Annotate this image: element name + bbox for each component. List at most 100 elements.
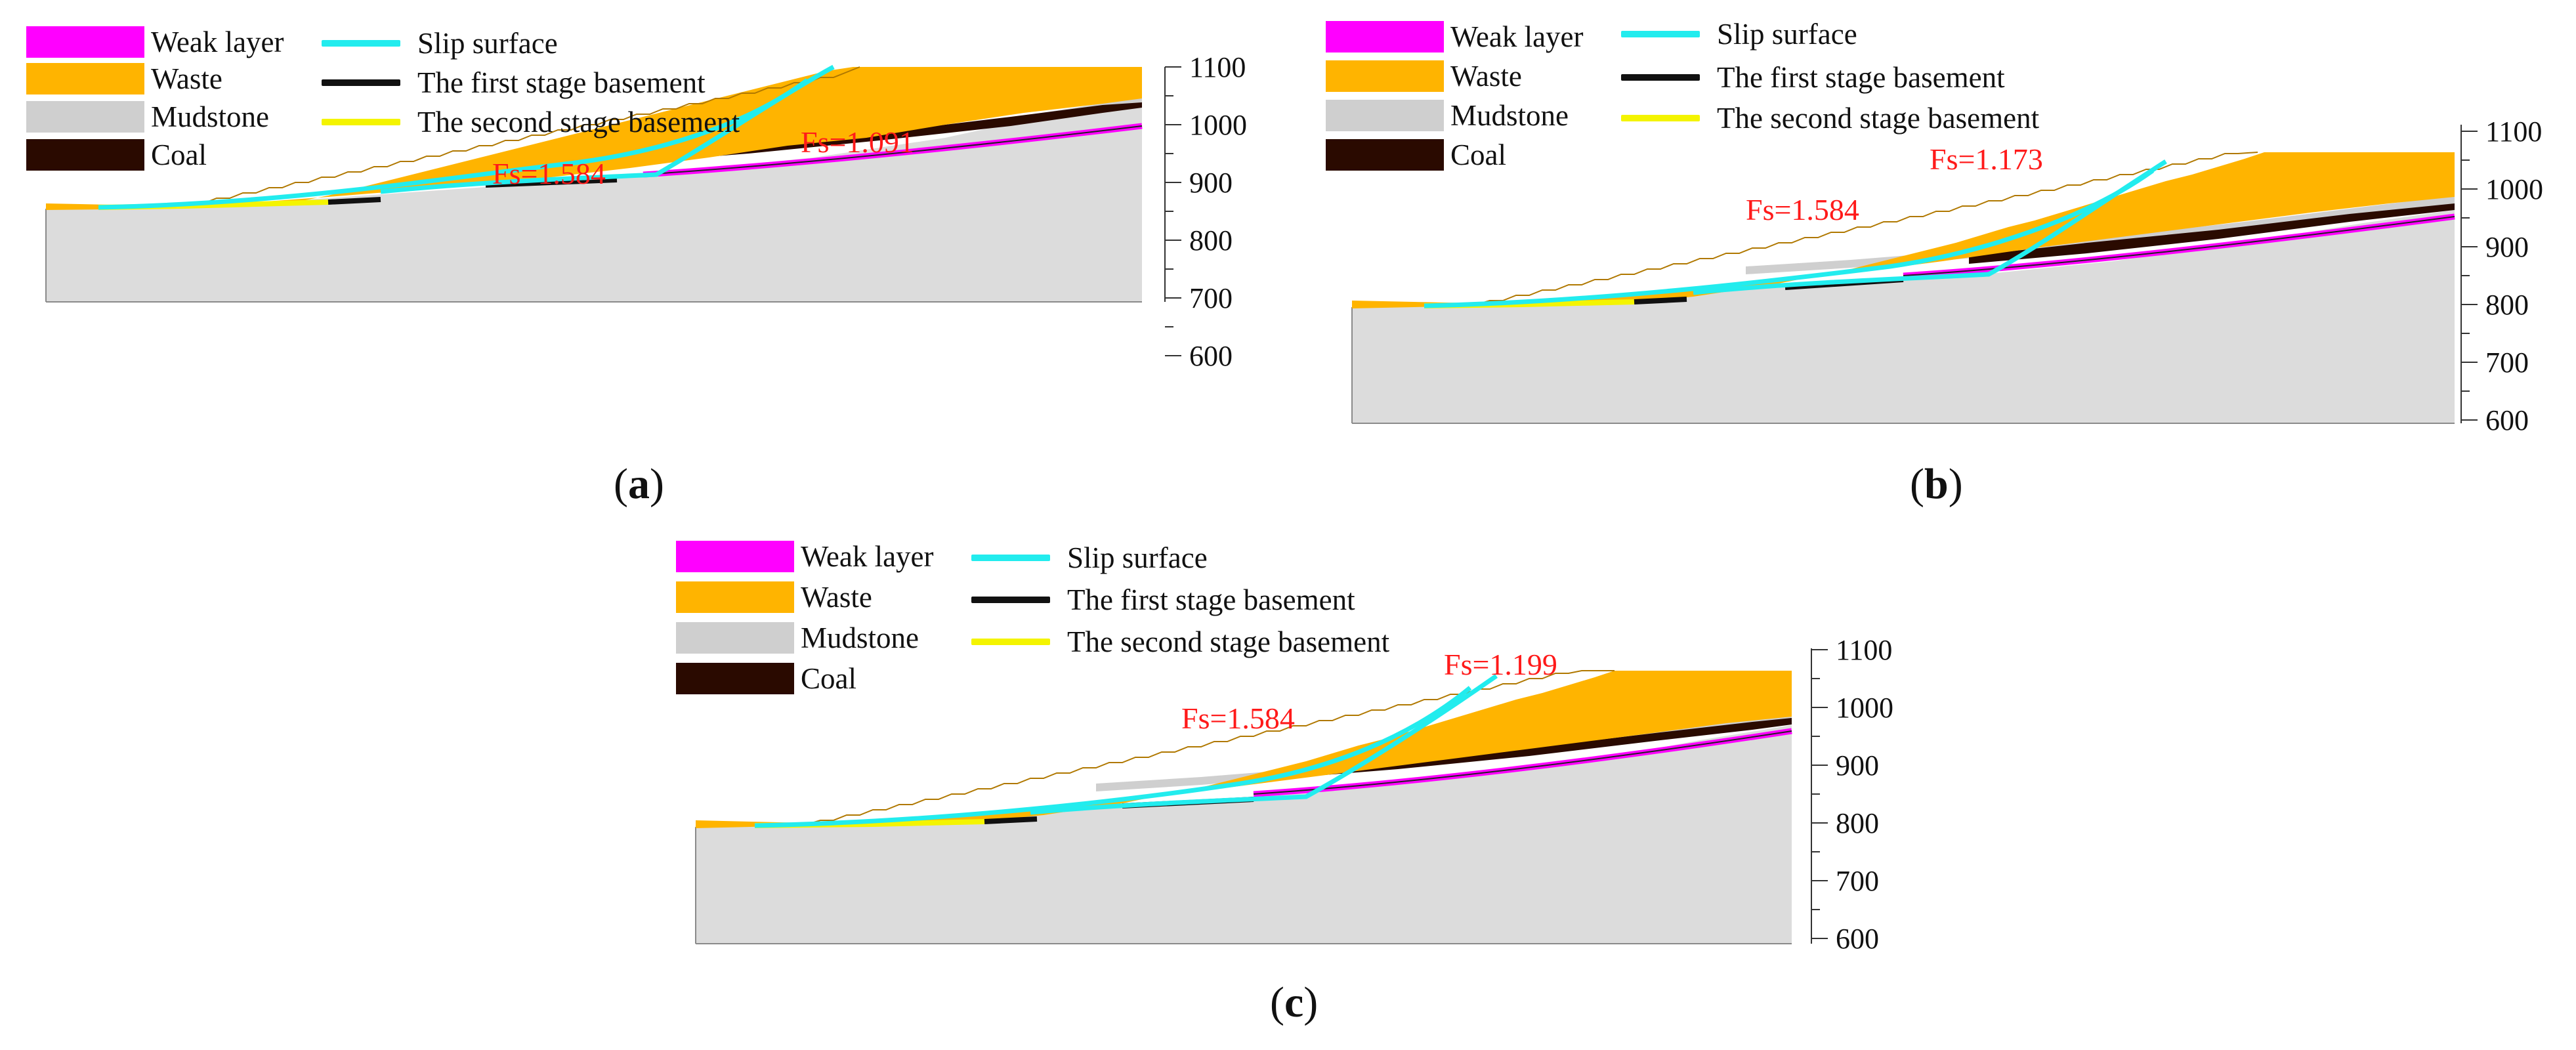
tick-label-600: 600 bbox=[1189, 340, 1233, 372]
legend-b: Weak layer Waste Mudstone Coal Slip surf… bbox=[1326, 17, 2192, 177]
legend-coal: Coal bbox=[676, 662, 856, 696]
bench-steps bbox=[177, 66, 860, 208]
tick-label-900: 900 bbox=[1836, 749, 1879, 782]
panel-a: 1100 1000 900 800 700 600 Fs=1.584 Fs=1.… bbox=[26, 13, 1247, 499]
legend-label: Coal bbox=[151, 138, 207, 171]
legend-label: Weak layer bbox=[1450, 20, 1584, 53]
first-basement-swatch bbox=[971, 597, 1050, 603]
slip-surface-swatch bbox=[1621, 31, 1700, 37]
legend-label: Coal bbox=[1450, 138, 1506, 171]
axis-ticks bbox=[1811, 649, 1828, 939]
coal-swatch bbox=[26, 139, 144, 171]
legend-c: Weak layer Waste Mudstone Coal Slip surf… bbox=[676, 539, 1542, 697]
caption-open: ( bbox=[1910, 460, 1924, 508]
tick-label-1000: 1000 bbox=[1189, 109, 1247, 141]
slip-surface-lower bbox=[754, 686, 1472, 828]
slope-section-c: 1100 1000 900 800 700 600 Fs=1.584 Fs=1.… bbox=[695, 634, 1893, 955]
waste-dump bbox=[1477, 152, 2455, 304]
tick-label-1000: 1000 bbox=[1836, 692, 1893, 724]
fs-label-lower: Fs=1.584 bbox=[1181, 702, 1295, 735]
legend-label: The first stage basement bbox=[417, 66, 706, 99]
weak-layer-outline bbox=[1903, 216, 2455, 276]
tick-label-1100: 1100 bbox=[1189, 51, 1246, 83]
tick-label-600: 600 bbox=[2485, 404, 2529, 436]
caption-open: ( bbox=[1270, 978, 1284, 1026]
slip-surface-upper bbox=[1030, 674, 1498, 815]
legend-slip-surface: Slip surface bbox=[322, 26, 558, 60]
coal-swatch bbox=[1326, 139, 1444, 171]
legend-label: The first stage basement bbox=[1067, 583, 1355, 616]
mudstone-bedrock bbox=[1352, 210, 2455, 423]
legend-second-basement: The second stage basement bbox=[971, 625, 1389, 659]
legend-label: Mudstone bbox=[1450, 99, 1569, 132]
tick-label-900: 900 bbox=[1189, 167, 1233, 199]
first-stage-basement bbox=[327, 177, 618, 205]
caption-letter: c bbox=[1284, 978, 1304, 1026]
legend-first-basement: The first stage basement bbox=[971, 583, 1355, 617]
caption-b: (b) bbox=[1910, 459, 1963, 509]
second-basement-swatch bbox=[971, 639, 1050, 645]
fs-label-upper: Fs=1.091 bbox=[801, 125, 914, 159]
waste-swatch bbox=[1326, 60, 1444, 92]
legend-coal: Coal bbox=[1326, 138, 1506, 172]
tick-label-800: 800 bbox=[2485, 289, 2529, 321]
weak-layer-swatch bbox=[1326, 21, 1444, 52]
caption-letter: b bbox=[1924, 460, 1949, 508]
legend-label: Weak layer bbox=[151, 26, 284, 58]
legend-label: Slip surface bbox=[1067, 541, 1208, 574]
legend-label: Coal bbox=[801, 662, 856, 695]
tick-label-1000: 1000 bbox=[2485, 173, 2543, 205]
caption-open: ( bbox=[614, 460, 628, 508]
tick-label-900: 900 bbox=[2485, 231, 2529, 263]
legend-waste: Waste bbox=[1326, 59, 1522, 93]
legend-second-basement: The second stage basement bbox=[322, 105, 740, 139]
legend-slip-surface: Slip surface bbox=[971, 541, 1208, 575]
legend-label: The second stage basement bbox=[417, 106, 740, 138]
slip-surface-swatch bbox=[322, 40, 400, 47]
legend-slip-surface: Slip surface bbox=[1621, 17, 1857, 51]
weak-layer-outline bbox=[643, 125, 1143, 175]
slip-surface-upper bbox=[1693, 159, 2167, 295]
legend-mudstone: Mudstone bbox=[26, 100, 269, 134]
slip-surface-lower bbox=[98, 78, 809, 210]
caption-close: ) bbox=[1303, 978, 1319, 1026]
slip-surface-lower bbox=[1424, 169, 2155, 308]
tick-label-800: 800 bbox=[1189, 224, 1233, 257]
legend-label: The first stage basement bbox=[1717, 61, 2005, 94]
legend-a: Weak layer Waste Mudstone Coal Slip surf… bbox=[26, 25, 893, 182]
legend-first-basement: The first stage basement bbox=[1621, 60, 2005, 94]
coal-seam bbox=[1969, 203, 2455, 264]
panel-c: 1100 1000 900 800 700 600 Fs=1.584 Fs=1.… bbox=[676, 532, 1893, 1017]
tick-label-700: 700 bbox=[2485, 346, 2529, 379]
waste-swatch bbox=[676, 581, 794, 613]
legend-weak-layer: Weak layer bbox=[676, 539, 934, 574]
mudstone-bedrock bbox=[46, 95, 1142, 302]
legend-coal: Coal bbox=[26, 138, 207, 172]
tick-label-1100: 1100 bbox=[1836, 634, 1892, 666]
second-basement-swatch bbox=[322, 119, 400, 125]
legend-mudstone: Mudstone bbox=[1326, 98, 1569, 133]
waste-dump bbox=[807, 671, 1792, 824]
bench-steps bbox=[1476, 152, 2258, 305]
legend-first-basement: The first stage basement bbox=[322, 66, 706, 100]
panel-b: 1100 1000 900 800 700 600 Fs=1.584 Fs=1.… bbox=[1326, 13, 2543, 499]
tick-label-1100: 1100 bbox=[2485, 116, 2542, 148]
tick-label-700: 700 bbox=[1836, 865, 1879, 897]
caption-c: (c) bbox=[1270, 978, 1318, 1028]
fs-label-upper: Fs=1.173 bbox=[1930, 142, 2043, 176]
waste-dump bbox=[177, 67, 1142, 207]
caption-close: ) bbox=[1948, 460, 1963, 508]
first-basement-swatch bbox=[1621, 74, 1700, 81]
legend-label: Waste bbox=[151, 62, 222, 95]
fs-label-upper: Fs=1.199 bbox=[1444, 648, 1557, 681]
legend-second-basement: The second stage basement bbox=[1621, 101, 2039, 135]
mudstone-swatch bbox=[1326, 100, 1444, 131]
legend-waste: Waste bbox=[26, 62, 222, 96]
weak-layer-swatch bbox=[26, 26, 144, 58]
mudstone-bedrock bbox=[696, 725, 1792, 944]
slip-surface-swatch bbox=[971, 555, 1050, 561]
legend-label: The second stage basement bbox=[1717, 102, 2040, 135]
legend-label: Mudstone bbox=[801, 621, 919, 654]
tick-label-600: 600 bbox=[1836, 923, 1879, 955]
coal-swatch bbox=[676, 663, 794, 694]
